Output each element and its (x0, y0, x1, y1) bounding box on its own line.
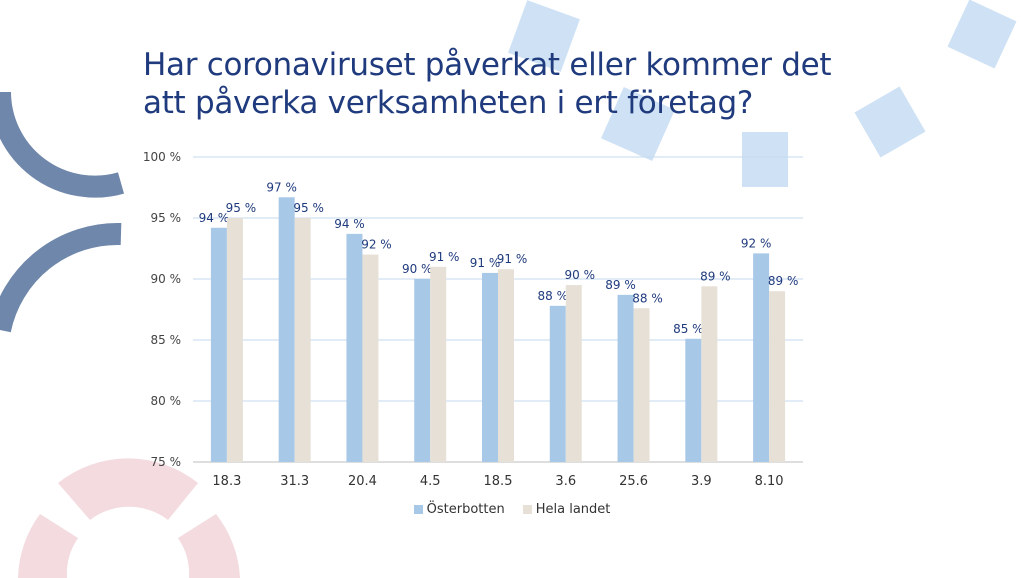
x-tick-label: 3.6 (555, 474, 576, 489)
legend-item-osterbotten: Österbotten (413, 502, 505, 517)
bar-hela-landet (294, 218, 311, 462)
y-tick-label: 90 % (151, 272, 182, 286)
x-tick-label: 3.9 (691, 474, 712, 489)
data-label: 95 % (226, 201, 257, 215)
bar-osterbotten (753, 253, 770, 462)
decor-square-5 (947, 0, 1017, 69)
x-tick-label: 31.3 (280, 474, 309, 489)
data-label: 89 % (700, 269, 731, 283)
bar-osterbotten (210, 227, 227, 462)
data-label: 97 % (266, 180, 297, 194)
bar-hela-landet (498, 269, 514, 462)
legend-label-osterbotten: Österbotten (426, 502, 505, 517)
bar-osterbotten (617, 294, 634, 462)
y-tick-label: 95 % (151, 211, 182, 225)
slide-title: Har coronaviruset påverkat eller kommer … (143, 46, 903, 122)
data-label: 95 % (293, 201, 324, 215)
data-label: 88 % (632, 291, 663, 305)
bar-hela-landet (701, 286, 718, 462)
y-tick-label: 75 % (151, 455, 182, 469)
slide-title-line-1: Har coronaviruset påverkat eller kommer … (143, 47, 832, 83)
bar-osterbotten (278, 197, 295, 462)
decor-pink-segment-2 (18, 514, 78, 578)
data-label: 85 % (673, 322, 704, 336)
data-label: 89 % (605, 278, 636, 292)
bar-hela-landet (226, 218, 243, 462)
x-tick-label: 4.5 (420, 474, 441, 489)
x-tick-label: 25.6 (619, 474, 648, 489)
legend-label-hela-landet: Hela landet (535, 502, 611, 517)
bar-hela-landet (362, 254, 379, 462)
bar-hela-landet (769, 291, 786, 462)
x-tick-label: 18.5 (484, 474, 513, 489)
bar-hela-landet (430, 266, 447, 462)
bar-hela-landet (565, 285, 582, 462)
data-label: 92 % (741, 236, 772, 250)
decor-square-1 (508, 0, 580, 72)
bar-osterbotten (685, 338, 702, 462)
bar-osterbotten (346, 233, 363, 462)
data-label: 92 % (361, 238, 392, 252)
data-label: 90 % (402, 262, 433, 276)
data-label: 89 % (768, 274, 799, 288)
decor-pink-segment-3 (178, 514, 240, 578)
data-label: 90 % (565, 268, 596, 282)
x-tick-label: 18.3 (212, 474, 241, 489)
legend-item-hela-landet: Hela landet (522, 502, 611, 517)
decor-arc-top (0, 91, 125, 198)
decor-square-4 (854, 86, 926, 158)
data-label: 91 % (429, 250, 460, 264)
data-label: 94 % (199, 211, 230, 225)
decor-square-3 (742, 132, 788, 187)
data-label: 88 % (538, 289, 569, 303)
bar-hela-landet (633, 308, 650, 462)
legend-swatch-hela-landet (522, 505, 532, 514)
decor-pink-segment-1 (58, 458, 198, 520)
chart-legend: Österbotten Hela landet (0, 502, 1024, 517)
x-tick-label: 20.4 (348, 474, 377, 489)
y-tick-label: 100 % (143, 150, 181, 164)
y-tick-label: 85 % (151, 333, 182, 347)
bar-osterbotten (549, 305, 566, 462)
bar-osterbotten (414, 279, 431, 462)
bar-osterbotten (482, 272, 498, 462)
data-label: 94 % (334, 217, 365, 231)
slide-title-line-2: att påverka verksamheten i ert företag? (143, 85, 754, 121)
data-label: 91 % (470, 256, 501, 270)
legend-swatch-osterbotten (413, 505, 423, 514)
decor-square-2 (601, 87, 675, 161)
x-tick-label: 8.10 (755, 474, 784, 489)
data-label: 91 % (497, 252, 528, 266)
y-tick-label: 80 % (151, 394, 182, 408)
decor-arc-bottom (0, 222, 122, 333)
